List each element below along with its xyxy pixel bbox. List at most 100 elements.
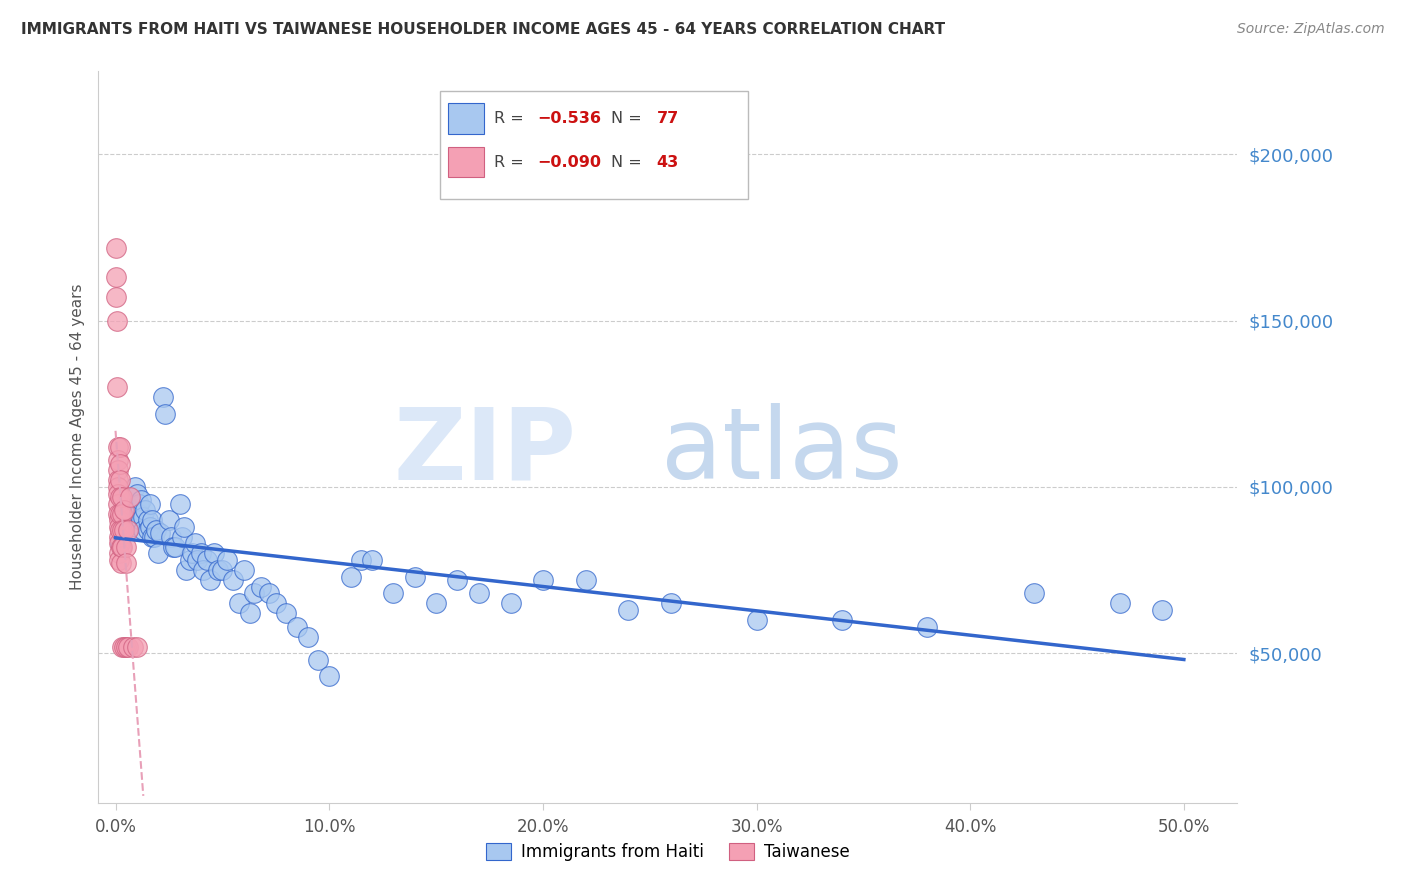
Point bbox=[108, 490, 131, 504]
Point bbox=[107, 440, 129, 454]
Point bbox=[170, 530, 193, 544]
Point bbox=[659, 596, 682, 610]
Point bbox=[125, 640, 148, 654]
Point bbox=[468, 586, 491, 600]
Point bbox=[107, 453, 129, 467]
Point bbox=[183, 536, 205, 550]
Point bbox=[104, 241, 127, 255]
Point bbox=[105, 270, 128, 285]
Point bbox=[574, 573, 596, 587]
Point bbox=[202, 546, 225, 560]
Point bbox=[160, 530, 183, 544]
Text: N =: N = bbox=[610, 154, 647, 169]
Text: −0.090: −0.090 bbox=[537, 154, 600, 169]
Point bbox=[232, 563, 254, 577]
Point bbox=[1024, 586, 1046, 600]
Point bbox=[108, 457, 131, 471]
Point bbox=[111, 523, 134, 537]
Point bbox=[111, 507, 134, 521]
Point bbox=[112, 523, 135, 537]
Point bbox=[145, 523, 167, 537]
Point bbox=[173, 520, 195, 534]
Point bbox=[531, 573, 554, 587]
Point bbox=[339, 570, 361, 584]
Point bbox=[318, 669, 340, 683]
Point bbox=[153, 407, 176, 421]
Text: 77: 77 bbox=[657, 111, 679, 126]
Point bbox=[108, 536, 131, 550]
Point bbox=[110, 540, 132, 554]
Text: −0.536: −0.536 bbox=[537, 111, 600, 126]
Point bbox=[138, 520, 160, 534]
Point bbox=[174, 563, 197, 577]
Point bbox=[136, 513, 159, 527]
Text: ZIP: ZIP bbox=[394, 403, 576, 500]
Point bbox=[207, 563, 229, 577]
Point bbox=[129, 513, 152, 527]
Y-axis label: Householder Income Ages 45 - 64 years: Householder Income Ages 45 - 64 years bbox=[69, 284, 84, 591]
Point bbox=[831, 613, 853, 627]
Point bbox=[917, 619, 939, 633]
Point bbox=[108, 473, 131, 487]
Point bbox=[110, 507, 132, 521]
Point bbox=[107, 520, 129, 534]
Point bbox=[111, 540, 134, 554]
Point bbox=[117, 523, 139, 537]
Text: R =: R = bbox=[494, 154, 529, 169]
Point bbox=[115, 640, 138, 654]
Point bbox=[120, 490, 142, 504]
Point bbox=[197, 553, 219, 567]
Point bbox=[239, 607, 262, 621]
Point bbox=[108, 553, 131, 567]
Point bbox=[125, 486, 148, 500]
Point bbox=[169, 497, 191, 511]
Point bbox=[143, 530, 166, 544]
Point bbox=[425, 596, 447, 610]
Point bbox=[165, 540, 187, 554]
Point bbox=[105, 380, 128, 394]
Point bbox=[107, 486, 129, 500]
Point bbox=[108, 536, 131, 550]
Text: N =: N = bbox=[610, 111, 647, 126]
Text: Source: ZipAtlas.com: Source: ZipAtlas.com bbox=[1237, 22, 1385, 37]
Point bbox=[111, 640, 134, 654]
Point bbox=[215, 553, 238, 567]
Point bbox=[115, 540, 138, 554]
Point bbox=[128, 507, 150, 521]
Point bbox=[134, 503, 156, 517]
Text: 43: 43 bbox=[657, 154, 679, 169]
Text: atlas: atlas bbox=[661, 403, 903, 500]
Point bbox=[112, 640, 135, 654]
Point bbox=[115, 497, 138, 511]
Point bbox=[211, 563, 233, 577]
Point bbox=[132, 523, 155, 537]
Point bbox=[112, 503, 135, 517]
Point bbox=[243, 586, 266, 600]
Point bbox=[148, 546, 170, 560]
Point bbox=[105, 290, 128, 304]
Point bbox=[308, 653, 330, 667]
Point bbox=[105, 314, 128, 328]
Point bbox=[297, 630, 319, 644]
Point bbox=[129, 493, 152, 508]
Point bbox=[181, 546, 204, 560]
Point bbox=[162, 540, 184, 554]
Point bbox=[446, 573, 468, 587]
Point bbox=[136, 523, 159, 537]
Legend: Immigrants from Haiti, Taiwanese: Immigrants from Haiti, Taiwanese bbox=[479, 836, 856, 868]
Point bbox=[121, 503, 143, 517]
Point bbox=[264, 596, 287, 610]
Point bbox=[111, 490, 134, 504]
Point bbox=[107, 480, 129, 494]
Point bbox=[107, 463, 129, 477]
Point bbox=[1108, 596, 1130, 610]
Point bbox=[110, 523, 132, 537]
Point bbox=[222, 573, 245, 587]
Point bbox=[276, 607, 298, 621]
Point bbox=[179, 553, 201, 567]
Text: R =: R = bbox=[494, 111, 529, 126]
Point bbox=[404, 570, 426, 584]
Point bbox=[382, 586, 405, 600]
Point bbox=[110, 557, 132, 571]
Point bbox=[120, 520, 142, 534]
